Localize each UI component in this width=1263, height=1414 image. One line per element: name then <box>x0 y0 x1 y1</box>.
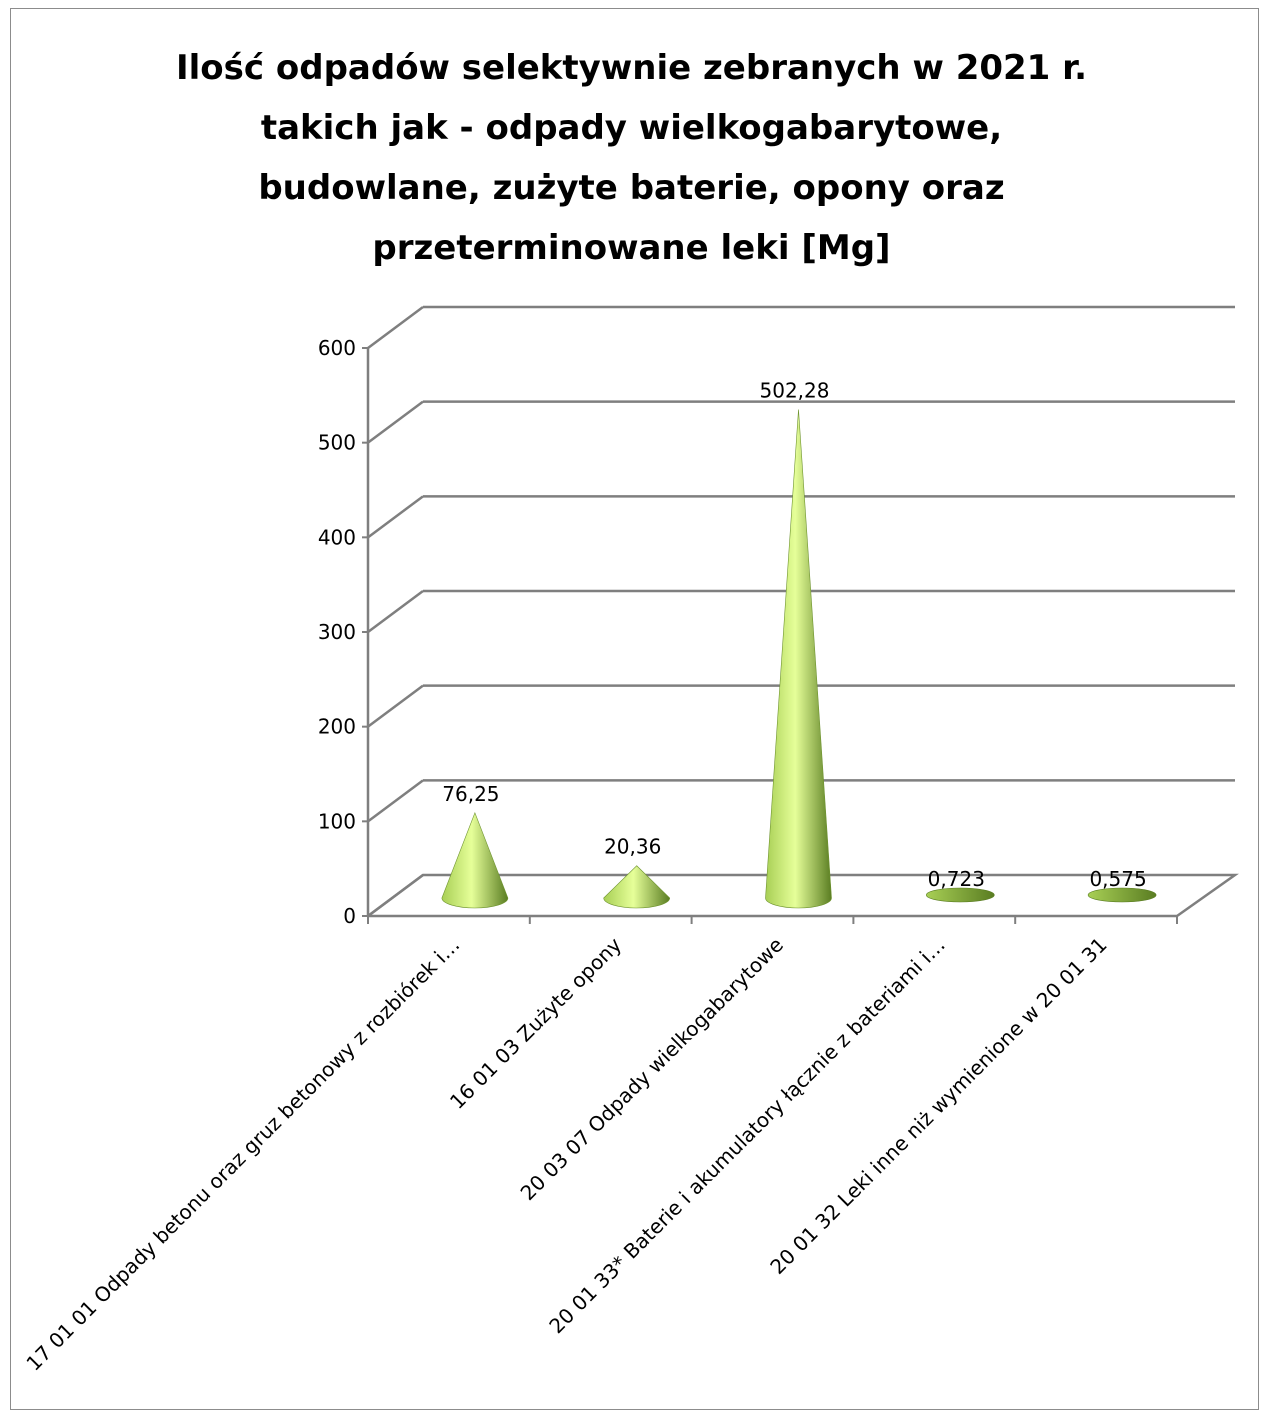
y-tick-label: 500 <box>318 431 356 455</box>
cone-bar <box>1087 887 1157 903</box>
gridline-diag <box>367 589 424 634</box>
chart-frame <box>10 8 1259 1410</box>
y-tick-label: 300 <box>318 620 356 644</box>
gridline-diag <box>367 400 424 444</box>
y-tick-label: 600 <box>318 336 356 360</box>
cones <box>441 409 1157 909</box>
category-label: 16 01 03 Zużyte opony <box>445 932 626 1113</box>
category-label: 17 01 01 Odpady betonu oraz gruz betonow… <box>21 933 464 1376</box>
gridlines <box>367 305 1235 918</box>
y-axis-ticks: 0 100 200 300 400 500 600 <box>318 336 368 928</box>
category-label: 20 01 33* Baterie i akumulatory łącznie … <box>544 933 950 1339</box>
gridline-diag <box>367 305 424 350</box>
category-labels: 17 01 01 Odpady betonu oraz gruz betonow… <box>21 932 1111 1375</box>
y-tick-label: 100 <box>318 809 356 833</box>
data-label: 0,723 <box>928 867 985 891</box>
chart-title: Ilość odpadów selektywnie zebranych w 20… <box>175 48 1088 268</box>
y-tick-label: 400 <box>318 525 356 549</box>
y-tick-label: 200 <box>318 715 356 739</box>
data-label: 0,575 <box>1089 867 1146 891</box>
gridline-diag <box>367 779 424 823</box>
data-labels: 76,25 20,36 502,28 0,723 0,575 <box>442 379 1146 891</box>
cone-bar <box>765 409 832 909</box>
data-label: 502,28 <box>760 379 830 403</box>
data-label: 76,25 <box>442 782 499 806</box>
category-label: 20 01 32 Leki inne niż wymienione w 20 0… <box>765 933 1111 1279</box>
data-label: 20,36 <box>604 835 661 859</box>
cone-bar <box>603 865 671 909</box>
category-label: 20 03 07 Odpady wielkogabarytowe <box>516 933 788 1205</box>
y-tick-label: 0 <box>343 904 356 928</box>
cone-bar <box>441 811 509 909</box>
gridline-diag <box>367 495 424 539</box>
cone-bar <box>925 887 995 903</box>
gridline-diag <box>367 684 424 728</box>
floor <box>367 873 1239 918</box>
